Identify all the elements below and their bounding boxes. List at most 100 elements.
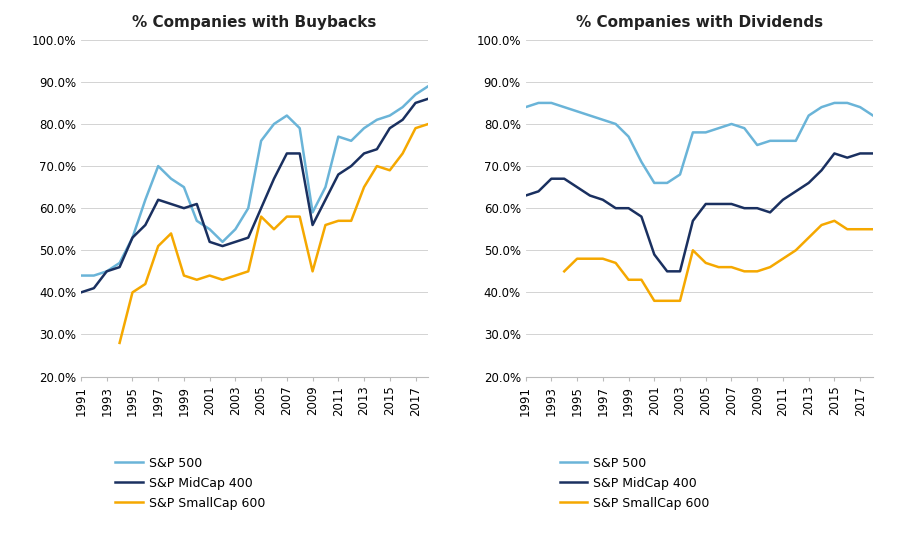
S&P 500 bbox=[585, 112, 596, 119]
S&P SmallCap 600 bbox=[842, 226, 852, 232]
S&P 500 bbox=[114, 260, 125, 266]
S&P SmallCap 600 bbox=[739, 268, 750, 274]
S&P MidCap 400 bbox=[662, 268, 672, 274]
S&P MidCap 400 bbox=[384, 125, 395, 131]
S&P MidCap 400 bbox=[520, 192, 531, 199]
S&P SmallCap 600 bbox=[333, 217, 344, 224]
S&P MidCap 400 bbox=[675, 268, 686, 274]
S&P 500 bbox=[778, 138, 788, 144]
S&P 500 bbox=[816, 104, 827, 110]
S&P MidCap 400 bbox=[243, 235, 254, 241]
S&P MidCap 400 bbox=[816, 167, 827, 174]
S&P MidCap 400 bbox=[397, 117, 408, 123]
S&P 500 bbox=[700, 129, 711, 136]
S&P MidCap 400 bbox=[217, 243, 228, 249]
S&P 500 bbox=[726, 121, 737, 127]
S&P SmallCap 600 bbox=[868, 226, 878, 232]
Line: S&P SmallCap 600: S&P SmallCap 600 bbox=[564, 221, 873, 301]
S&P MidCap 400 bbox=[320, 196, 331, 203]
S&P 500 bbox=[790, 138, 801, 144]
S&P 500 bbox=[243, 205, 254, 211]
Line: S&P MidCap 400: S&P MidCap 400 bbox=[526, 153, 873, 271]
S&P MidCap 400 bbox=[700, 201, 711, 207]
S&P 500 bbox=[598, 117, 608, 123]
S&P SmallCap 600 bbox=[585, 256, 596, 262]
S&P MidCap 400 bbox=[829, 150, 840, 157]
S&P MidCap 400 bbox=[649, 251, 660, 258]
S&P SmallCap 600 bbox=[346, 217, 356, 224]
S&P MidCap 400 bbox=[855, 150, 866, 157]
S&P 500 bbox=[713, 125, 724, 131]
S&P MidCap 400 bbox=[598, 196, 608, 203]
Line: S&P 500: S&P 500 bbox=[81, 86, 428, 275]
S&P SmallCap 600 bbox=[372, 163, 382, 169]
S&P SmallCap 600 bbox=[688, 247, 698, 253]
S&P SmallCap 600 bbox=[855, 226, 866, 232]
S&P MidCap 400 bbox=[294, 150, 305, 157]
S&P MidCap 400 bbox=[102, 268, 112, 274]
S&P 500 bbox=[623, 133, 634, 140]
S&P SmallCap 600 bbox=[192, 277, 202, 283]
S&P 500 bbox=[282, 112, 292, 119]
S&P SmallCap 600 bbox=[804, 235, 814, 241]
S&P MidCap 400 bbox=[765, 209, 776, 216]
S&P SmallCap 600 bbox=[294, 214, 305, 220]
S&P MidCap 400 bbox=[610, 205, 621, 211]
S&P MidCap 400 bbox=[268, 175, 279, 182]
S&P MidCap 400 bbox=[559, 175, 570, 182]
S&P 500 bbox=[739, 125, 750, 131]
S&P 500 bbox=[397, 104, 408, 110]
S&P MidCap 400 bbox=[585, 192, 596, 199]
S&P 500 bbox=[559, 104, 570, 110]
S&P MidCap 400 bbox=[166, 201, 176, 207]
S&P SmallCap 600 bbox=[243, 268, 254, 274]
S&P MidCap 400 bbox=[333, 171, 344, 178]
S&P MidCap 400 bbox=[688, 217, 698, 224]
Title: % Companies with Buybacks: % Companies with Buybacks bbox=[132, 15, 377, 30]
S&P SmallCap 600 bbox=[423, 121, 434, 127]
S&P 500 bbox=[610, 121, 621, 127]
S&P 500 bbox=[217, 239, 228, 245]
S&P MidCap 400 bbox=[546, 175, 557, 182]
S&P MidCap 400 bbox=[346, 163, 356, 169]
S&P 500 bbox=[140, 196, 150, 203]
S&P SmallCap 600 bbox=[166, 230, 176, 237]
S&P 500 bbox=[520, 104, 531, 110]
S&P MidCap 400 bbox=[204, 239, 215, 245]
S&P SmallCap 600 bbox=[829, 217, 840, 224]
S&P 500 bbox=[804, 112, 814, 119]
S&P SmallCap 600 bbox=[140, 281, 150, 287]
S&P SmallCap 600 bbox=[153, 243, 164, 249]
S&P 500 bbox=[546, 100, 557, 106]
S&P SmallCap 600 bbox=[256, 214, 266, 220]
S&P SmallCap 600 bbox=[268, 226, 279, 232]
S&P SmallCap 600 bbox=[790, 247, 801, 253]
S&P 500 bbox=[533, 100, 544, 106]
S&P SmallCap 600 bbox=[114, 339, 125, 346]
S&P SmallCap 600 bbox=[649, 298, 660, 304]
S&P 500 bbox=[384, 112, 395, 119]
S&P MidCap 400 bbox=[307, 222, 318, 228]
S&P 500 bbox=[868, 112, 878, 119]
S&P SmallCap 600 bbox=[713, 264, 724, 271]
S&P MidCap 400 bbox=[192, 201, 202, 207]
S&P SmallCap 600 bbox=[307, 268, 318, 274]
S&P SmallCap 600 bbox=[675, 298, 686, 304]
S&P 500 bbox=[662, 180, 672, 186]
S&P MidCap 400 bbox=[140, 222, 150, 228]
S&P 500 bbox=[88, 272, 99, 279]
S&P MidCap 400 bbox=[868, 150, 878, 157]
S&P 500 bbox=[230, 226, 241, 232]
S&P 500 bbox=[649, 180, 660, 186]
S&P SmallCap 600 bbox=[127, 289, 138, 295]
S&P SmallCap 600 bbox=[598, 256, 608, 262]
S&P 500 bbox=[636, 159, 647, 165]
S&P 500 bbox=[842, 100, 852, 106]
S&P SmallCap 600 bbox=[282, 214, 292, 220]
S&P MidCap 400 bbox=[752, 205, 762, 211]
S&P MidCap 400 bbox=[778, 196, 788, 203]
S&P 500 bbox=[358, 125, 369, 131]
S&P SmallCap 600 bbox=[410, 125, 421, 131]
S&P MidCap 400 bbox=[636, 214, 647, 220]
S&P 500 bbox=[765, 138, 776, 144]
